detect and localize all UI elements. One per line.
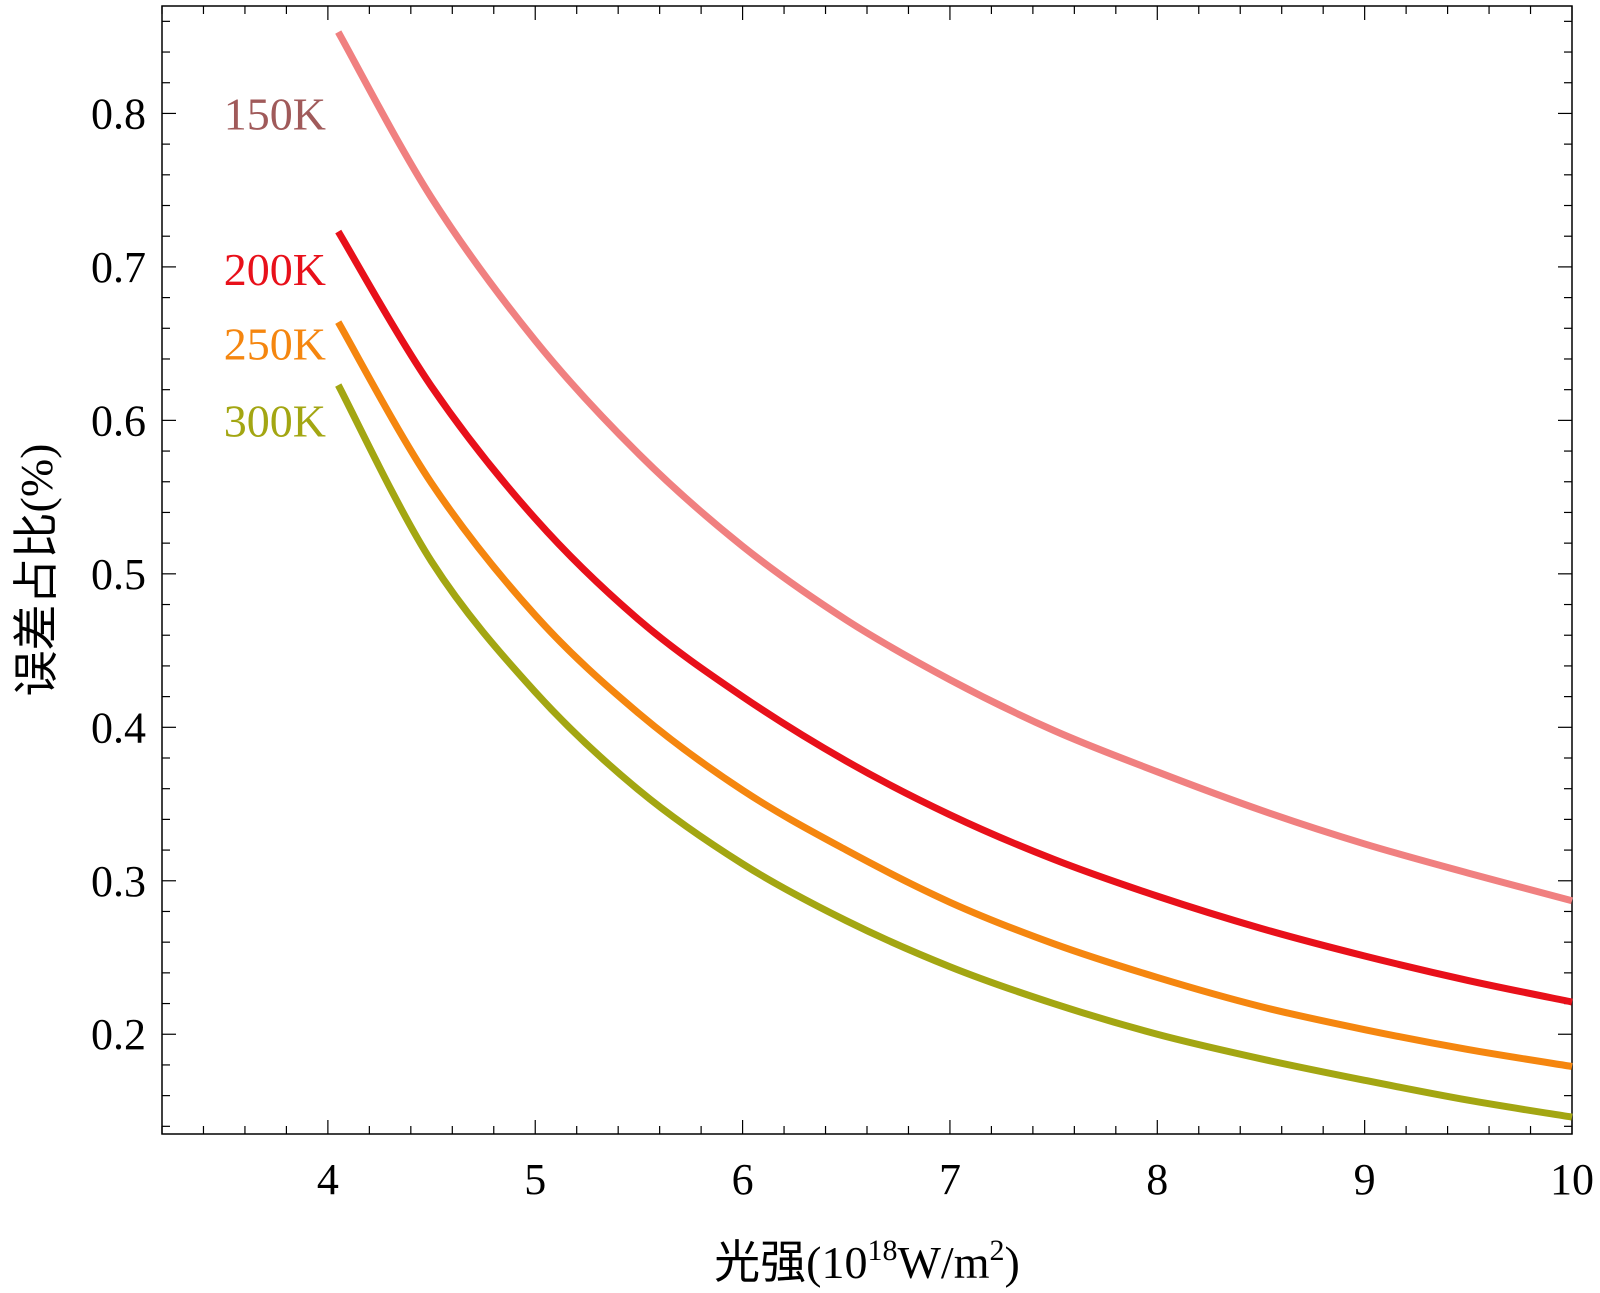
series-label-300k: 300K [224, 395, 326, 446]
x-tick-label: 8 [1146, 1155, 1168, 1204]
x-axis-title: 光强(1018W/m2) [714, 1234, 1020, 1288]
x-tick-label: 10 [1550, 1155, 1594, 1204]
series-lines [335, 30, 1573, 1121]
y-axis-title: 误差占比(%) [11, 444, 62, 697]
y-tick-label: 0.7 [91, 243, 146, 292]
series-line-150k [335, 30, 1573, 905]
y-tick-label: 0.8 [91, 89, 146, 138]
series-label-200k: 200K [224, 244, 326, 295]
series-label-250k: 250K [224, 319, 326, 370]
y-tick-labels: 0.2 0.3 0.4 0.5 0.6 0.7 0.8 [91, 89, 146, 1059]
y-tick-label: 0.5 [91, 550, 146, 599]
x-tick-label: 9 [1354, 1155, 1376, 1204]
x-tick-label: 6 [732, 1155, 754, 1204]
series-label-150k: 150K [224, 88, 326, 139]
series-labels: 150K 200K 250K 300K [224, 88, 326, 446]
y-tick-label: 0.3 [91, 857, 146, 906]
axis-ticks [161, 6, 1573, 1134]
series-line-300k [335, 383, 1573, 1121]
x-tick-label: 4 [317, 1155, 339, 1204]
series-line-200k [335, 229, 1573, 1006]
plot-frame [161, 5, 1573, 1135]
y-tick-label: 0.2 [91, 1010, 146, 1059]
y-tick-label: 0.4 [91, 703, 146, 752]
x-tick-labels: 4 5 6 7 8 9 10 [317, 1155, 1594, 1204]
x-tick-label: 7 [939, 1155, 961, 1204]
y-tick-label: 0.6 [91, 396, 146, 445]
series-line-250k [335, 320, 1573, 1070]
x-tick-label: 5 [524, 1155, 546, 1204]
